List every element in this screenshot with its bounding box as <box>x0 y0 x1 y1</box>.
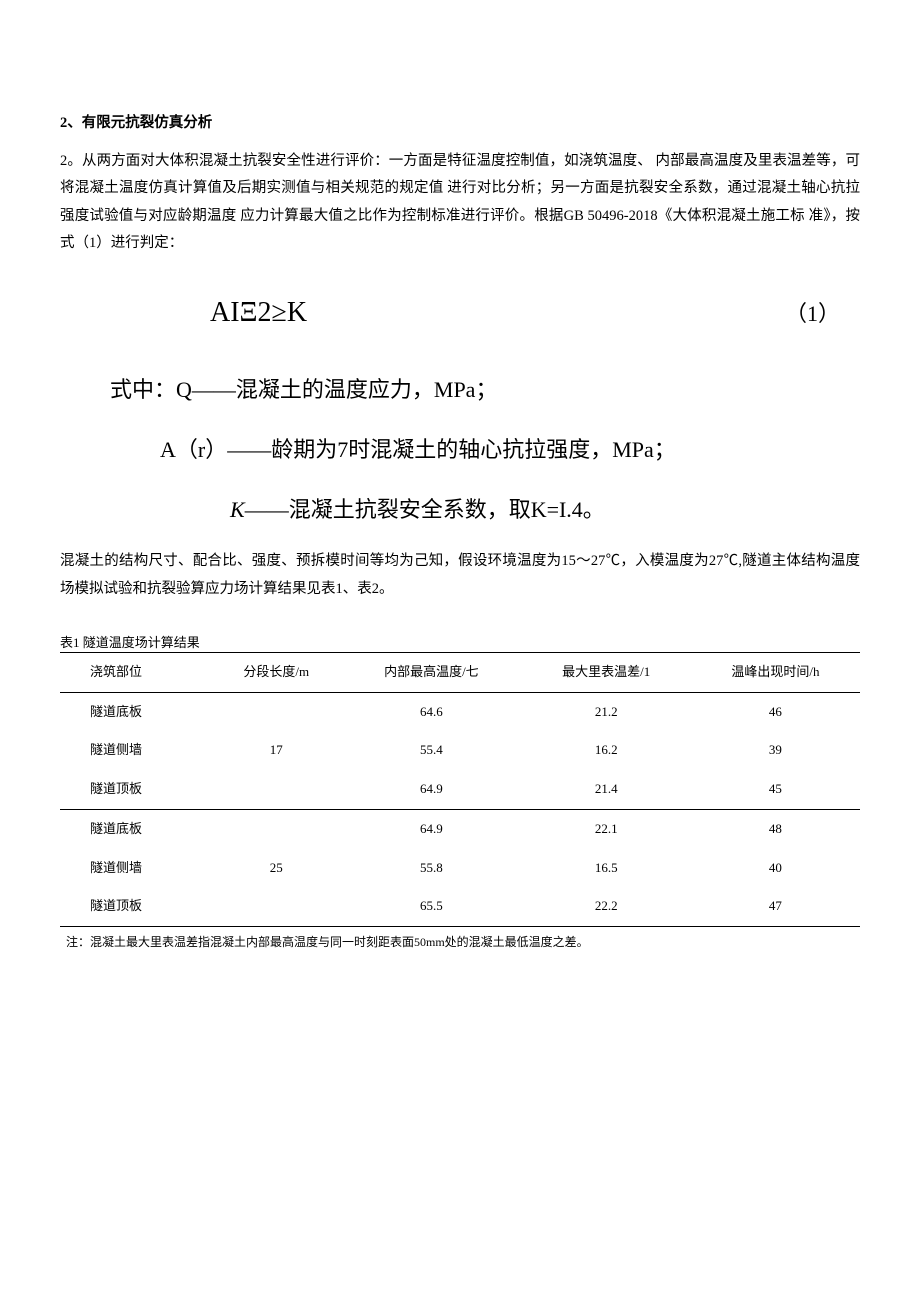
table-cell: 隧道顶板 <box>60 770 211 809</box>
table-cell: 22.2 <box>522 887 691 926</box>
table-cell: 64.9 <box>341 809 522 848</box>
table1-body: 隧道底板64.621.246隧道侧墙1755.416.239隧道顶板64.921… <box>60 692 860 926</box>
table-cell: 21.2 <box>522 692 691 731</box>
table1-col-0: 浇筑部位 <box>60 653 211 693</box>
formula-number: （1） <box>785 293 860 335</box>
table-cell: 39 <box>691 731 860 770</box>
table-cell: 22.1 <box>522 809 691 848</box>
table1-col-2: 内部最高温度/七 <box>341 653 522 693</box>
table-cell: 55.4 <box>341 731 522 770</box>
table-cell <box>211 809 341 848</box>
table1-col-3: 最大里表温差/1 <box>522 653 691 693</box>
table-cell: 45 <box>691 770 860 809</box>
table-row: 隧道底板 64.922.148 <box>60 809 860 848</box>
table-cell <box>211 887 341 926</box>
definition-text-3: ——混凝土抗裂安全系数，取K=I.4。 <box>245 497 605 522</box>
table1: 浇筑部位 分段长度/m 内部最高温度/七 最大里表温差/1 温峰出现时间/h 隧… <box>60 652 860 927</box>
table-cell: 16.2 <box>522 731 691 770</box>
table-cell: 64.6 <box>341 692 522 731</box>
formula-expression: AIΞ2≥K <box>60 286 307 339</box>
formula-row: AIΞ2≥K （1） <box>60 286 860 339</box>
table-cell: 隧道侧墙 <box>60 731 211 770</box>
table1-note: 注：混凝土最大里表温差指混凝土内部最高温度与同一时刻距表面50mm处的混凝土最低… <box>60 931 860 954</box>
table-cell <box>211 770 341 809</box>
table-cell: 隧道顶板 <box>60 887 211 926</box>
table-cell: 隧道底板 <box>60 809 211 848</box>
definition-line-3: K——混凝土抗裂安全系数，取K=I.4。 <box>60 489 860 531</box>
table-cell: 64.9 <box>341 770 522 809</box>
definition-symbol-k: K <box>230 497 245 522</box>
table-cell: 48 <box>691 809 860 848</box>
definition-line-1: 式中：Q——混凝土的温度应力，MPa； <box>60 369 860 411</box>
table-row: 隧道侧墙1755.416.239 <box>60 731 860 770</box>
table-row: 隧道侧墙2555.816.540 <box>60 849 860 888</box>
table-cell: 17 <box>211 731 341 770</box>
table-cell: 47 <box>691 887 860 926</box>
table-cell: 65.5 <box>341 887 522 926</box>
table-cell: 40 <box>691 849 860 888</box>
section-heading: 2、有限元抗裂仿真分析 <box>60 110 860 138</box>
table-cell: 21.4 <box>522 770 691 809</box>
table-cell: 46 <box>691 692 860 731</box>
table1-col-1: 分段长度/m <box>211 653 341 693</box>
definition-line-2: A（r）——龄期为7时混凝土的轴心抗拉强度，MPa； <box>60 429 860 471</box>
formula-block: AIΞ2≥K （1） <box>60 286 860 339</box>
table-cell: 25 <box>211 849 341 888</box>
paragraph-1: 2。从两方面对大体积混凝土抗裂安全性进行评价：一方面是特征温度控制值，如浇筑温度… <box>60 148 860 258</box>
table-cell <box>211 692 341 731</box>
table-cell: 隧道侧墙 <box>60 849 211 888</box>
table-row: 隧道顶板 64.921.445 <box>60 770 860 809</box>
table-cell: 55.8 <box>341 849 522 888</box>
paragraph-2: 混凝土的结构尺寸、配合比、强度、预拆模时间等均为己知，假设环境温度为15～27℃… <box>60 548 860 603</box>
table1-header-row: 浇筑部位 分段长度/m 内部最高温度/七 最大里表温差/1 温峰出现时间/h <box>60 653 860 693</box>
table-cell: 隧道底板 <box>60 692 211 731</box>
table-cell: 16.5 <box>522 849 691 888</box>
table-row: 隧道底板 64.621.246 <box>60 692 860 731</box>
table1-col-4: 温峰出现时间/h <box>691 653 860 693</box>
table-row: 隧道顶板 65.522.247 <box>60 887 860 926</box>
